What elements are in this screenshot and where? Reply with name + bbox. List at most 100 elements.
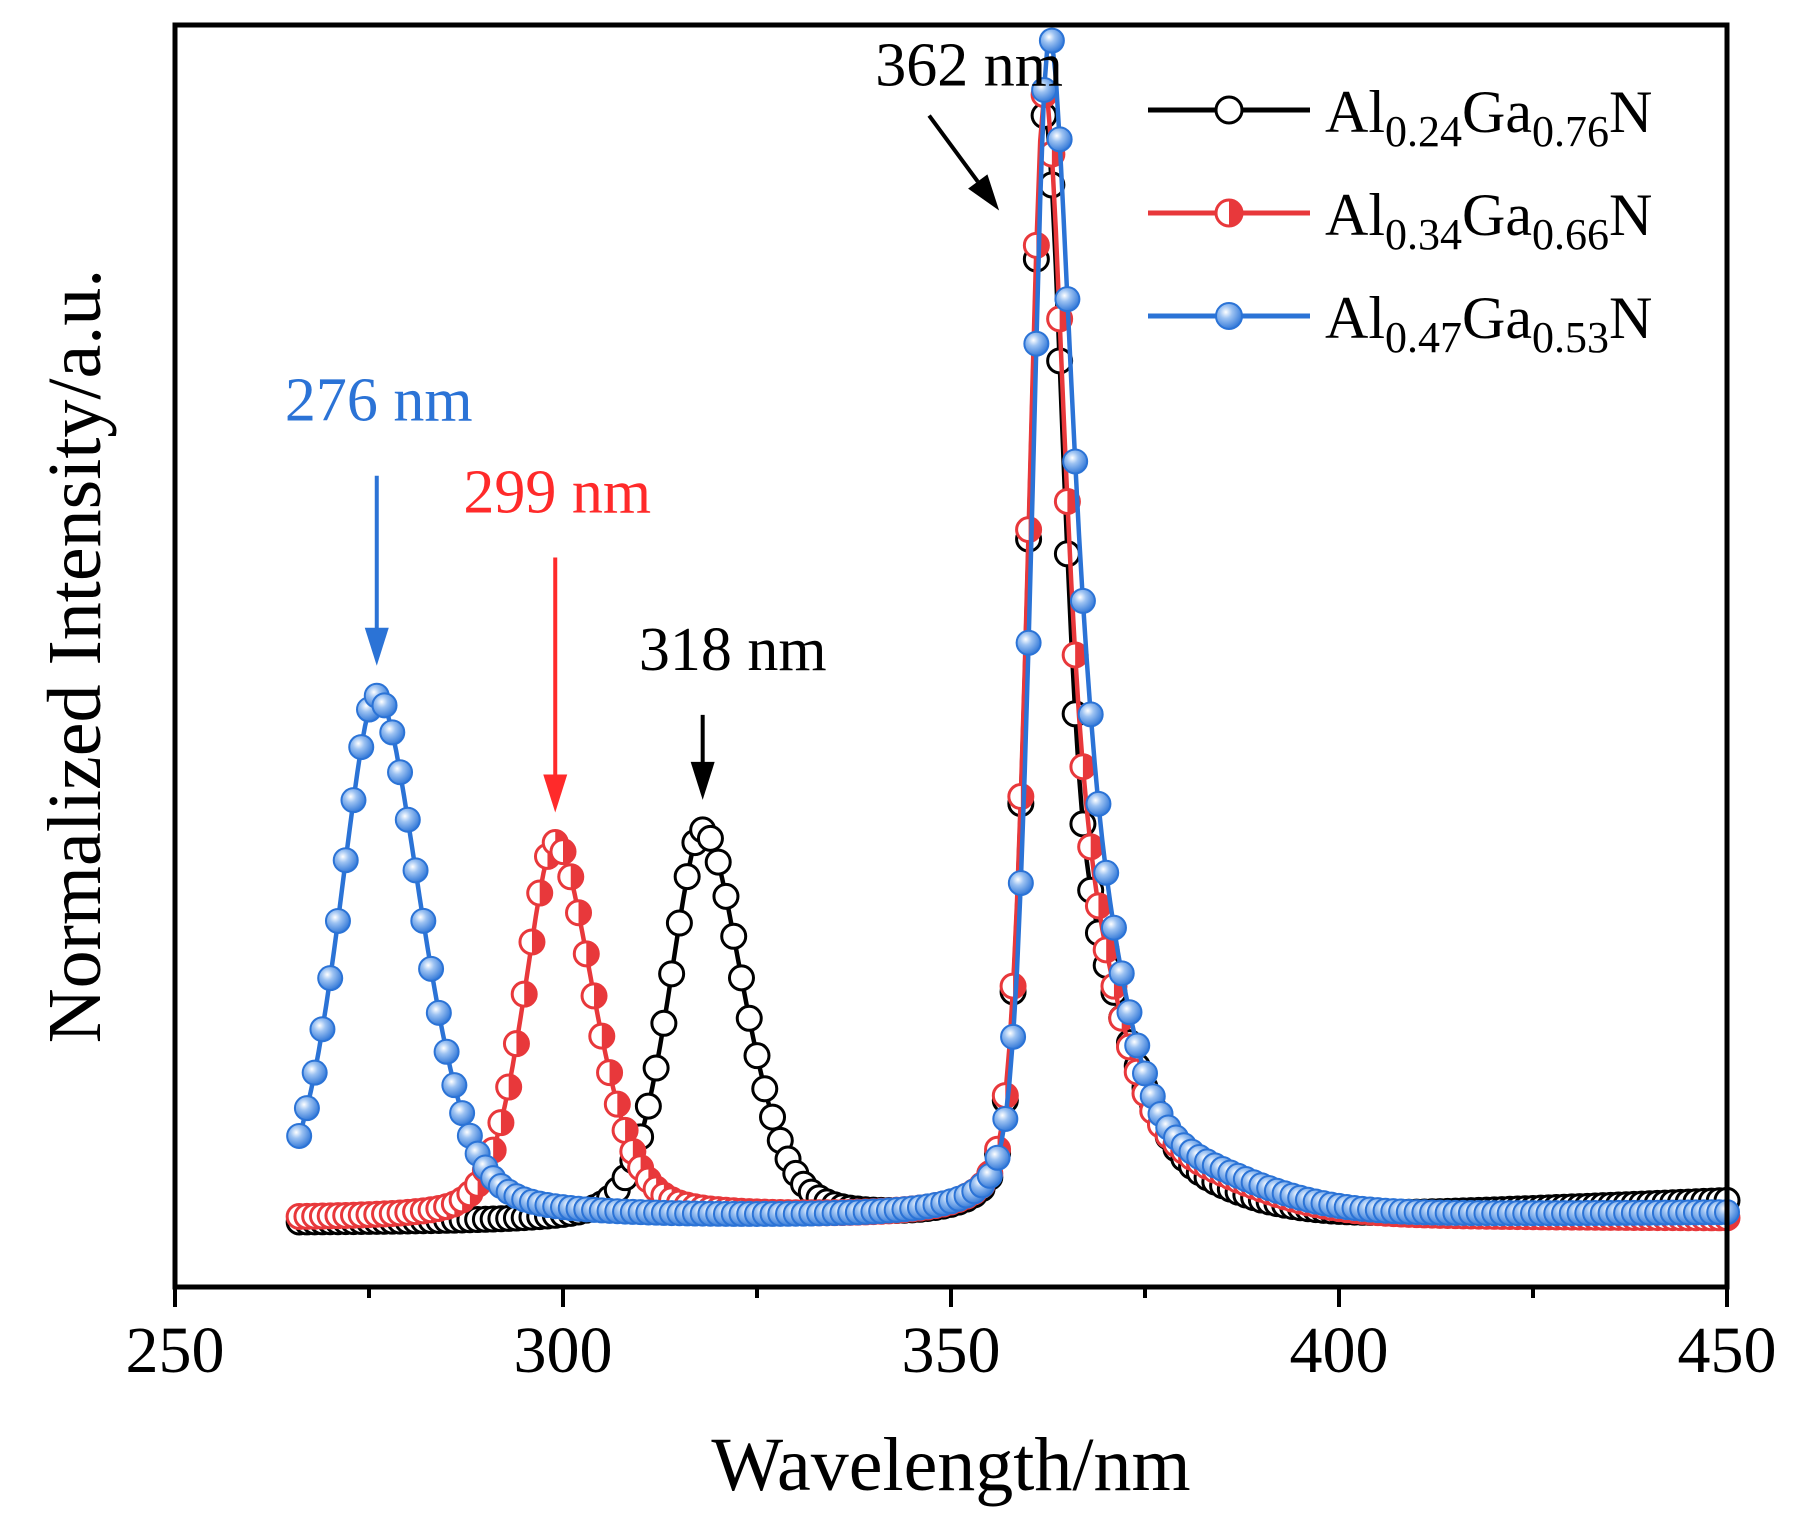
data-point: [371, 692, 398, 719]
data-point: [1116, 999, 1143, 1026]
data-point: [1124, 1032, 1151, 1059]
arrow-shaft: [927, 114, 980, 183]
data-point: [1007, 783, 1035, 811]
legend-label: Al0.34Ga0.66N: [1325, 182, 1652, 259]
data-point: [410, 907, 437, 934]
legend-marker: [1214, 95, 1244, 125]
x-axis-title: Wavelength/nm: [711, 1423, 1190, 1507]
data-point: [1069, 753, 1097, 781]
data-point: [611, 1116, 639, 1144]
data-point: [580, 982, 608, 1010]
data-point: [1038, 27, 1065, 54]
x-axis: 250 300 350 400 450: [126, 1287, 1777, 1387]
data-point: [317, 965, 344, 992]
data-point: [1062, 448, 1089, 475]
data-point: [1108, 960, 1135, 987]
data-point: [751, 1075, 779, 1103]
x-tick-label: 250: [126, 1314, 225, 1387]
peak-annotation: 362 nm: [875, 32, 1063, 211]
data-point: [1046, 126, 1073, 153]
legend-marker: [1215, 302, 1243, 330]
peak-annotation: 299 nm: [463, 458, 651, 813]
peak-label: 318 nm: [639, 616, 827, 684]
data-point: [510, 980, 538, 1008]
legend-label: Al0.47Ga0.53N: [1325, 285, 1652, 362]
arrow-head: [543, 774, 568, 813]
legend-entry: Al0.34Ga0.66N: [1148, 182, 1652, 259]
data-point: [712, 882, 740, 910]
data-point: [309, 1016, 336, 1043]
series-3: [286, 27, 1740, 1227]
data-point: [1077, 701, 1104, 728]
data-point: [634, 1092, 662, 1120]
x-tick-label: 450: [1678, 1314, 1777, 1387]
data-point: [418, 955, 445, 982]
data-point: [984, 1144, 1011, 1171]
data-point: [495, 1073, 523, 1101]
data-point: [642, 1054, 670, 1082]
data-point: [992, 1105, 1019, 1132]
data-point: [379, 719, 406, 746]
data-point: [441, 1072, 468, 1099]
legend: Al0.24Ga0.76N Al0.34Ga0.66N Al0.47Ga0.53N: [1148, 79, 1652, 362]
peak-label: 276 nm: [285, 367, 473, 435]
data-point: [727, 964, 755, 992]
data-point: [1132, 1060, 1158, 1087]
data-point: [650, 1009, 678, 1037]
series-layer: [285, 27, 1741, 1236]
data-point: [999, 972, 1027, 1000]
x-tick-label: 400: [1290, 1314, 1389, 1387]
legend-label: Al0.24Ga0.76N: [1325, 79, 1652, 156]
data-point: [332, 847, 359, 874]
data-point: [425, 999, 452, 1026]
data-point: [720, 922, 748, 950]
peak-label: 362 nm: [875, 32, 1063, 100]
data-point: [286, 1122, 313, 1149]
data-point: [433, 1038, 460, 1065]
data-point: [293, 1095, 320, 1122]
arrow-head: [690, 761, 715, 800]
data-point: [1022, 231, 1050, 259]
data-point: [1054, 286, 1081, 313]
data-point: [1015, 629, 1042, 656]
data-point: [348, 734, 375, 761]
data-point: [588, 1022, 616, 1050]
arrow-head: [364, 627, 389, 666]
data-point: [1093, 859, 1120, 886]
x-tick-label: 350: [902, 1314, 1001, 1387]
data-point: [1007, 870, 1034, 897]
data-point: [340, 787, 367, 814]
data-point: [557, 863, 585, 891]
data-point: [735, 1004, 763, 1032]
data-point: [1031, 76, 1058, 103]
data-point: [502, 1030, 530, 1058]
data-point: [487, 1109, 515, 1137]
data-point: [549, 838, 577, 866]
data-point: [449, 1100, 476, 1127]
peak-annotation: 318 nm: [639, 616, 827, 800]
data-point: [673, 863, 701, 891]
data-point: [324, 907, 351, 934]
data-point: [1085, 790, 1112, 817]
data-point: [518, 928, 546, 956]
x-tick-label: 300: [514, 1314, 613, 1387]
data-point: [387, 759, 414, 786]
data-point: [526, 879, 554, 907]
data-point: [658, 960, 686, 988]
data-point: [1084, 892, 1112, 920]
data-point: [743, 1042, 771, 1070]
data-point: [696, 824, 724, 852]
data-point: [565, 899, 593, 927]
data-point: [1100, 914, 1127, 941]
data-point: [1077, 833, 1105, 861]
data-point: [665, 909, 693, 937]
data-point: [1061, 641, 1089, 669]
legend-entry: Al0.47Ga0.53N: [1148, 285, 1652, 362]
data-point: [1023, 330, 1050, 357]
data-point: [704, 848, 732, 876]
peak-annotation: 276 nm: [285, 367, 473, 666]
data-point: [1069, 587, 1096, 614]
legend-entry: Al0.24Ga0.76N: [1148, 79, 1652, 156]
data-point: [572, 940, 600, 968]
